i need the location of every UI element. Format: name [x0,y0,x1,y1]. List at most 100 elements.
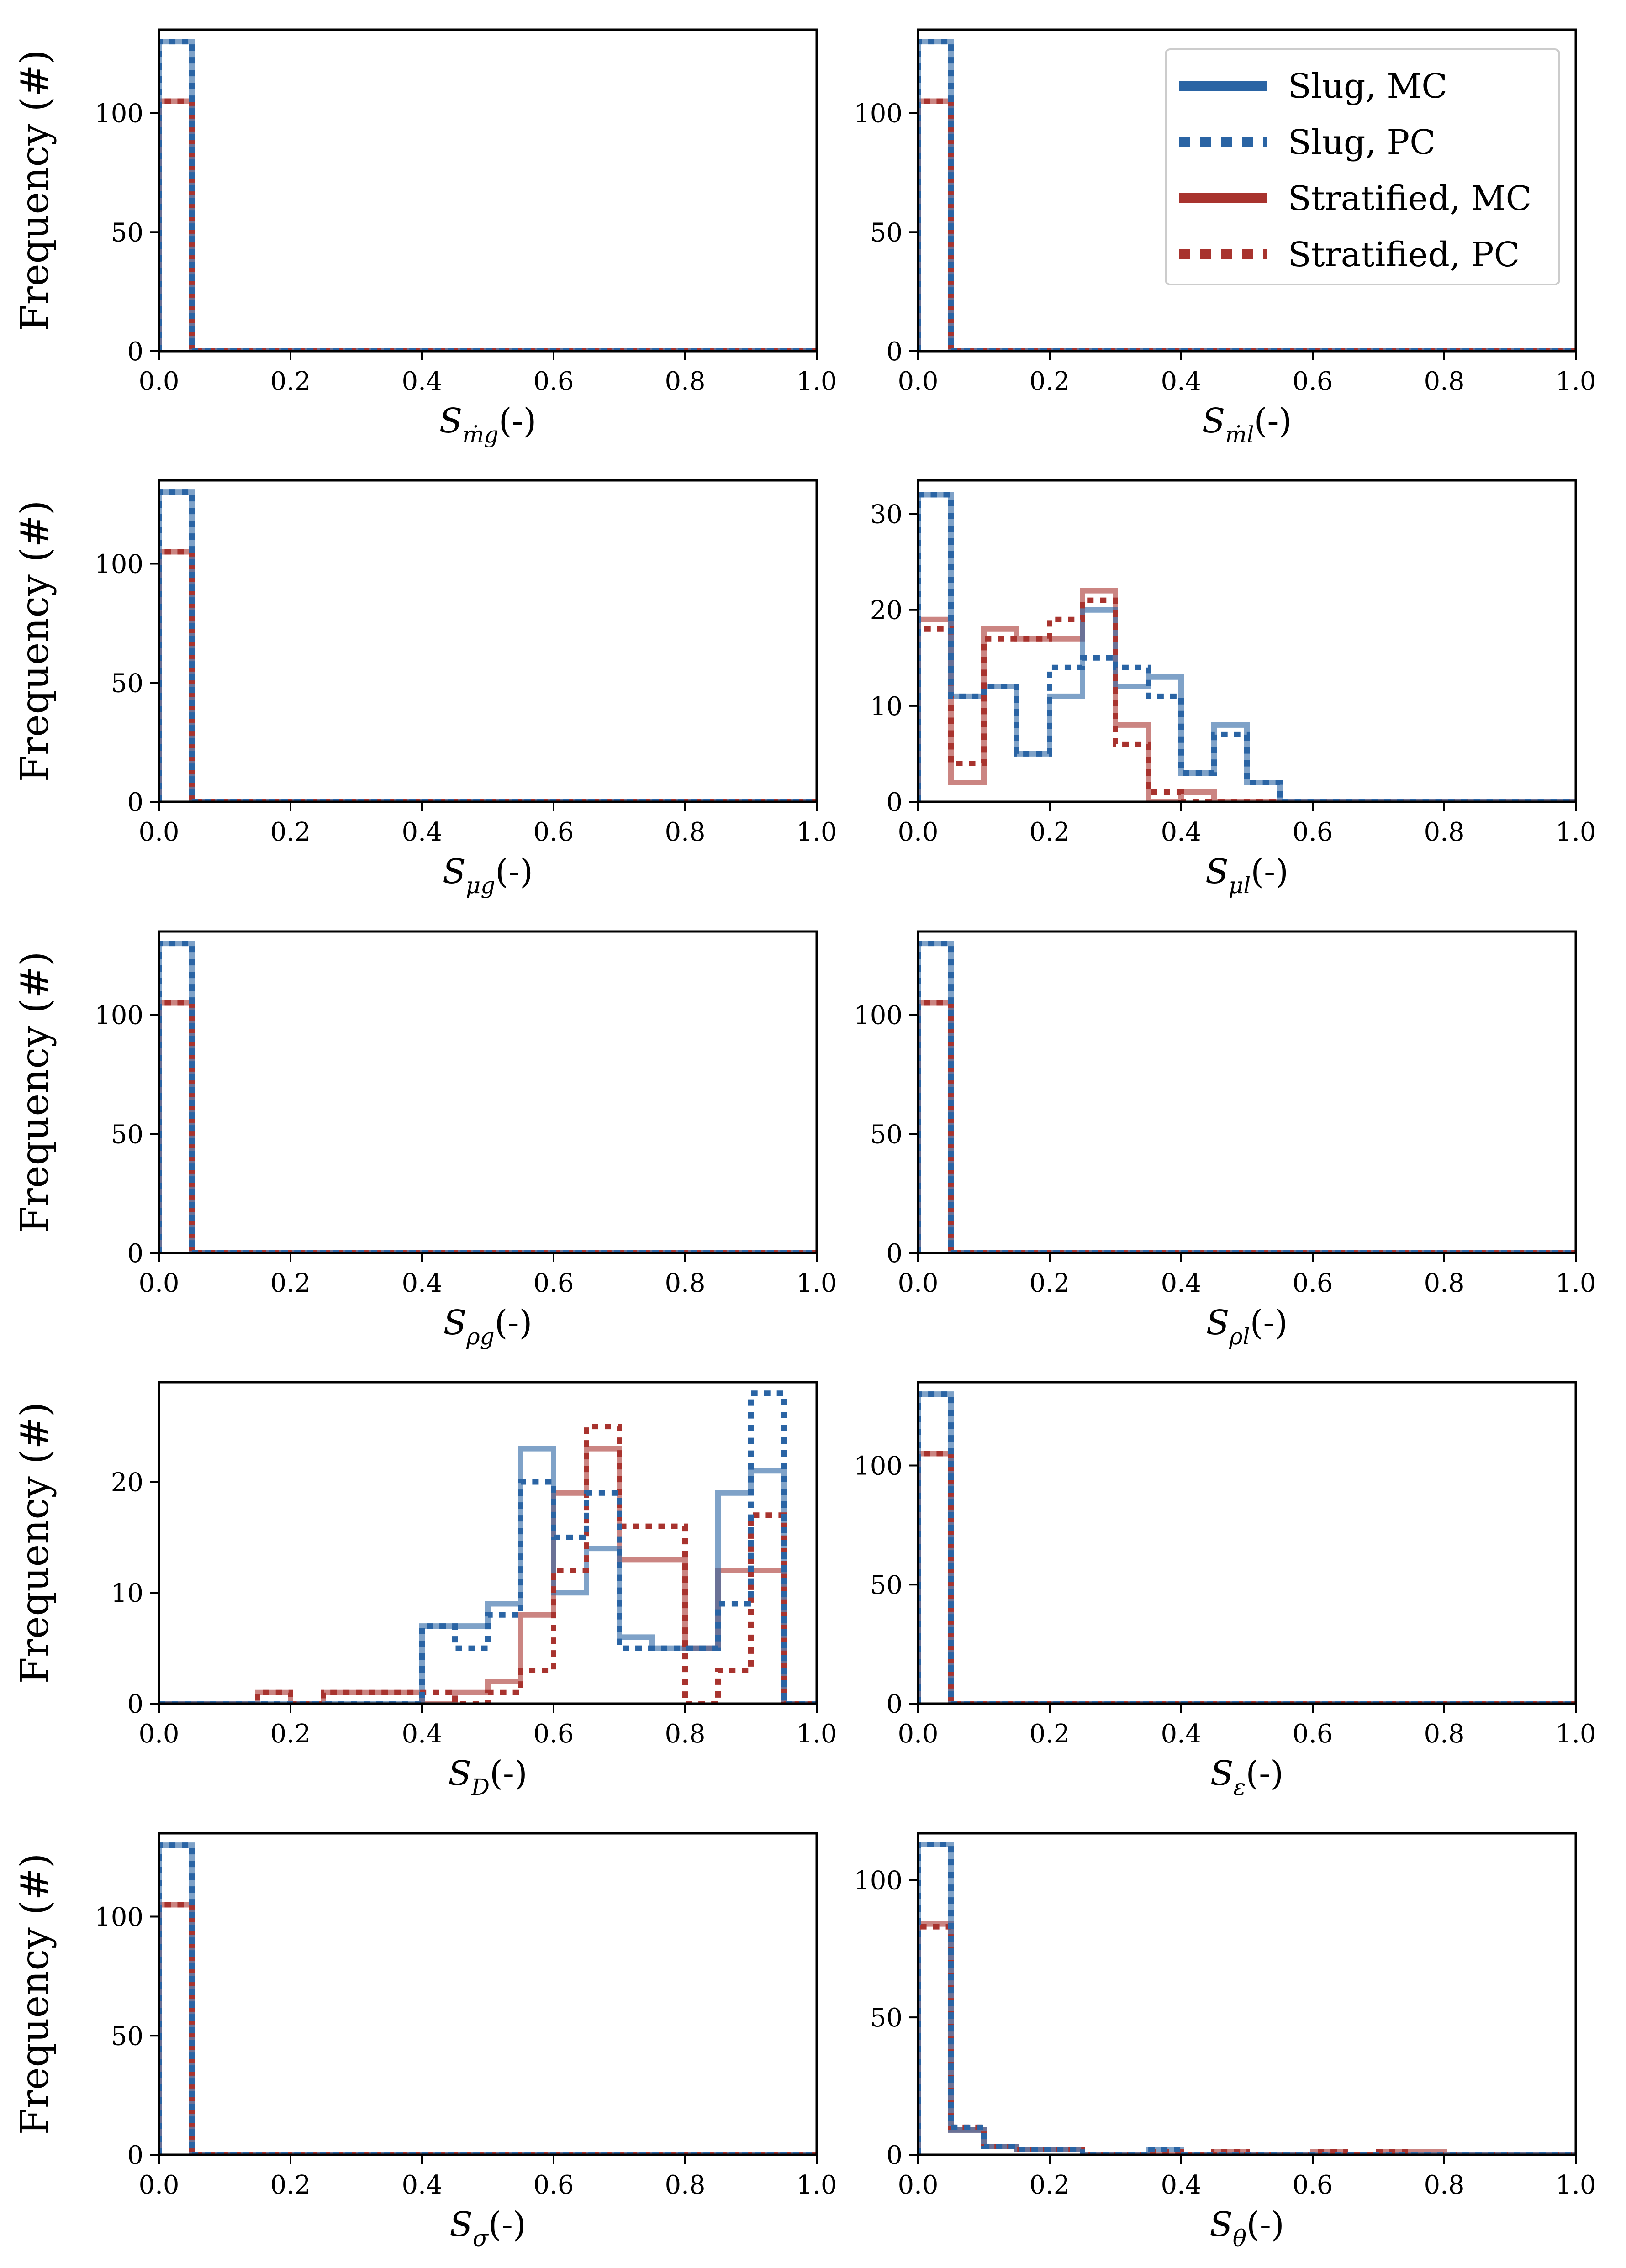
y-tick-label: 50 [111,668,143,698]
x-tick-label: 0.0 [138,817,179,847]
x-tick-label: 0.0 [138,1268,179,1298]
histogram-series-slug_mc [159,39,817,351]
subplot-10: 0.0 0.2 0.4 0.6 0.8 1.0 0 50 100 Sθ(-) [854,1832,1596,2252]
x-tick-label: 0.6 [1292,2170,1333,2200]
y-axis-title: Frequency (#) [12,1402,57,1684]
histogram-series-strat_pc [159,98,817,351]
subplot-1: 0.0 0.2 0.4 0.6 0.8 1.0 0 50 100 Sṁg(-) Frequency … [12,28,837,448]
histogram-series-slug_mc [159,489,817,802]
x-tick-label: 0.6 [1292,1268,1333,1298]
y-tick-label: 100 [95,1903,143,1932]
x-tick-label: 0.0 [897,367,938,396]
x-tick-label: 1.0 [796,367,837,396]
histogram-series-slug_mc [918,1842,1576,2155]
x-tick-label: 0.0 [897,1268,938,1298]
x-tick-label: 0.4 [1161,1268,1201,1298]
x-tick-label: 1.0 [1555,1719,1596,1749]
x-tick-label: 1.0 [796,817,837,847]
x-axis-symbol: S [449,2205,473,2244]
histogram-series-strat_mc [918,1000,1576,1253]
x-tick-label: 0.2 [270,817,311,847]
x-tick-label: 1.0 [1555,1268,1596,1298]
y-axis-title: Frequency (#) [12,952,57,1233]
subplot-7: 0.0 0.2 0.4 0.6 0.8 1.0 0 10 20 SD(-) Frequency (#… [12,1381,837,1800]
x-tick-label: 0.2 [1029,1719,1070,1749]
x-tick-label: 1.0 [1555,817,1596,847]
subplot-4: 0.0 0.2 0.4 0.6 0.8 1.0 0 10 20 30 Sμl(-) [870,479,1596,899]
x-tick-label: 0.0 [138,367,179,396]
x-axis-unit: (-) [1250,1303,1288,1342]
legend-label: Stratified, MC [1288,179,1531,218]
x-axis-title: Sμg(-) [443,852,533,899]
y-tick-label: 100 [95,1001,143,1031]
x-tick-label: 1.0 [1555,367,1596,396]
x-axis-subscript: ε [1234,1774,1246,1800]
y-tick-label: 30 [870,500,903,530]
axes-frame [917,1381,1577,1705]
x-tick-label: 0.0 [897,2170,938,2200]
x-axis-unit: (-) [488,2205,526,2244]
histogram-series-strat_pc [918,1451,1576,1704]
x-axis-title: Sṁg(-) [439,401,537,448]
x-axis-symbol: S [1210,1754,1234,1793]
x-axis-unit: (-) [499,401,537,441]
histogram-series-strat_pc [918,1000,1576,1253]
subplot-2: 0.0 0.2 0.4 0.6 0.8 1.0 0 50 100 Sṁl(-) [854,28,1596,448]
x-axis-symbol: S [439,401,463,441]
y-tick-label: 100 [854,99,903,129]
y-tick-label: 100 [854,1866,903,1895]
x-tick-label: 0.6 [533,2170,574,2200]
x-tick-label: 0.4 [1161,1719,1201,1749]
y-axis-title: Frequency (#) [12,500,57,782]
x-tick-label: 1.0 [796,1719,837,1749]
y-tick-label: 10 [111,1579,143,1608]
x-tick-label: 0.8 [1424,817,1464,847]
y-tick-label: 50 [870,218,903,247]
histogram-series-slug_pc [159,1390,817,1704]
y-tick-label: 100 [854,1001,903,1031]
histogram-series-slug_mc [159,1446,817,1704]
x-tick-label: 0.8 [665,1268,705,1298]
x-tick-label: 0.8 [665,817,705,847]
histogram-series-strat_mc [918,588,1576,802]
x-tick-label: 0.8 [665,1719,705,1749]
x-tick-label: 0.4 [1161,367,1201,396]
x-axis-unit: (-) [495,852,533,891]
histogram-series-slug_pc [918,1842,1576,2155]
x-tick-label: 0.4 [401,367,442,396]
x-tick-label: 0.8 [1424,1719,1464,1749]
y-tick-label: 50 [870,2003,903,2033]
x-axis-subscript: ρl [1229,1323,1250,1350]
x-axis-symbol: S [1209,2205,1233,2244]
x-tick-label: 0.8 [665,367,705,396]
x-tick-label: 0.2 [1029,817,1070,847]
x-axis-title: Sε(-) [1210,1754,1283,1800]
x-axis-title: Sσ(-) [449,2205,526,2252]
x-tick-label: 0.0 [138,1719,179,1749]
x-tick-label: 0.4 [1161,2170,1201,2200]
axes-frame [158,930,818,1254]
x-tick-label: 0.6 [1292,367,1333,396]
y-tick-label: 10 [870,692,903,721]
x-axis-unit: (-) [490,1754,528,1793]
subplot-9: 0.0 0.2 0.4 0.6 0.8 1.0 0 50 100 Sσ(-) Frequency (… [12,1832,837,2252]
histogram-series-strat_mc [159,98,817,351]
x-tick-label: 0.6 [533,1719,574,1749]
y-tick-label: 50 [111,218,143,247]
x-tick-label: 0.2 [1029,2170,1070,2200]
axes-frame [158,1832,818,2156]
x-axis-subscript: ρg [466,1323,494,1350]
x-tick-label: 0.0 [138,2170,179,2200]
x-axis-title: Sθ(-) [1209,2205,1284,2252]
histogram-series-strat_mc [159,549,817,802]
y-tick-label: 100 [95,550,143,579]
x-tick-label: 1.0 [1555,2170,1596,2200]
x-tick-label: 0.2 [270,367,311,396]
histogram-series-slug_mc [918,941,1576,1253]
x-axis-symbol: S [448,1754,471,1793]
x-axis-symbol: S [443,1303,467,1342]
histogram-series-slug_pc [159,489,817,802]
y-tick-label: 100 [854,1452,903,1481]
x-axis-title: Sρl(-) [1206,1303,1288,1350]
histogram-series-strat_mc [159,1000,817,1253]
